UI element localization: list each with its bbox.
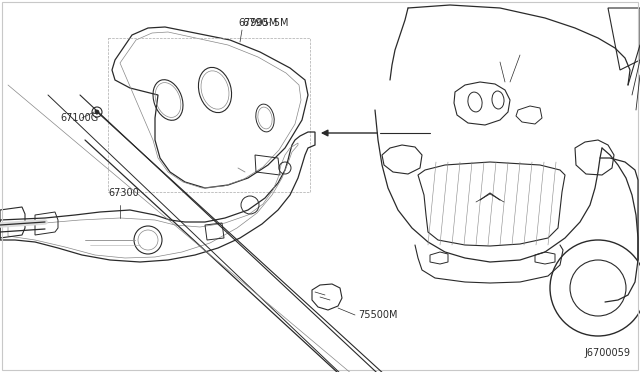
Text: J6700059: J6700059 xyxy=(584,348,630,358)
Text: 67300: 67300 xyxy=(108,188,139,198)
Text: 67905M: 67905M xyxy=(238,18,277,28)
Text: 75500M: 75500M xyxy=(358,310,397,320)
Text: 67100G: 67100G xyxy=(60,113,99,123)
Circle shape xyxy=(95,110,99,114)
Text: 6790· 5M: 6790· 5M xyxy=(243,18,289,28)
